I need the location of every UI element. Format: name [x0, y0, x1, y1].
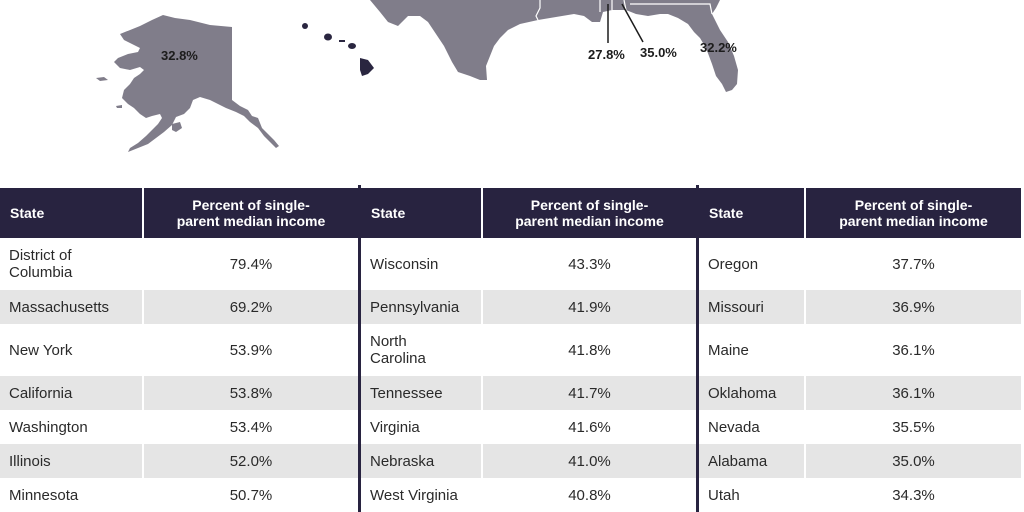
table-row: New York 53.9% [0, 324, 358, 376]
header-state: State [699, 188, 804, 238]
cell-state: West Virginia [361, 478, 481, 512]
table-row: Massachusetts 69.2% [0, 290, 358, 324]
cell-state: Maine [699, 324, 804, 376]
header-percent-line2: parent median income [515, 213, 664, 229]
header-percent-line2: parent median income [176, 213, 326, 229]
state-borders [535, 0, 713, 21]
leader-line [621, 3, 644, 43]
cell-percent: 35.5% [806, 410, 1021, 444]
cell-percent: 53.8% [144, 376, 358, 410]
cell-state: North Carolina [361, 324, 481, 376]
table-row: Maine 36.1% [699, 324, 1021, 376]
cell-state: Oklahoma [699, 376, 804, 410]
header-percent-line1: Percent of single- [530, 197, 649, 213]
cell-percent: 50.7% [144, 478, 358, 512]
cell-percent: 34.3% [806, 478, 1021, 512]
cell-state: Wisconsin [361, 238, 481, 290]
alaska-shape [114, 15, 279, 152]
cell-state: New York [0, 324, 142, 376]
cell-percent: 41.9% [483, 290, 696, 324]
cell-state: Massachusetts [0, 290, 142, 324]
table-row: West Virginia 40.8% [361, 478, 696, 512]
cell-state: Missouri [699, 290, 804, 324]
table-row: Wisconsin 43.3% [361, 238, 696, 290]
cell-percent: 40.8% [483, 478, 696, 512]
header-state: State [0, 188, 142, 238]
cell-percent: 41.0% [483, 444, 696, 478]
cell-percent: 79.4% [144, 238, 358, 290]
table-row: North Carolina 41.8% [361, 324, 696, 376]
cell-percent: 36.1% [806, 324, 1021, 376]
cell-percent: 53.4% [144, 410, 358, 444]
cell-state: Minnesota [0, 478, 142, 512]
table-row: Pennsylvania 41.9% [361, 290, 696, 324]
table-row: Nebraska 41.0% [361, 444, 696, 478]
header-percent: Percent of single-parent median income [806, 188, 1021, 238]
cell-state: California [0, 376, 142, 410]
cell-state: Utah [699, 478, 804, 512]
header-percent-line1: Percent of single- [192, 197, 310, 213]
table-row: Alabama 35.0% [699, 444, 1021, 478]
cell-state: Nevada [699, 410, 804, 444]
cell-percent: 43.3% [483, 238, 696, 290]
table-row: Illinois 52.0% [0, 444, 358, 478]
cell-percent: 35.0% [806, 444, 1021, 478]
table-row: Minnesota 50.7% [0, 478, 358, 512]
table-row: Tennessee 41.7% [361, 376, 696, 410]
alaska-island [116, 105, 122, 108]
table-row: Utah 34.3% [699, 478, 1021, 512]
map-shapes [96, 0, 738, 152]
table-row: Nevada 35.5% [699, 410, 1021, 444]
table-divider [358, 185, 361, 512]
cell-percent: 41.8% [483, 324, 696, 376]
cell-percent: 69.2% [144, 290, 358, 324]
cell-state: District of Columbia [0, 238, 142, 290]
header-percent: Percent of single-parent median income [144, 188, 358, 238]
header-percent-line2: parent median income [839, 213, 988, 229]
us-map: 32.8% 27.8% 35.0% 32.2% [0, 0, 1024, 180]
cell-percent: 41.7% [483, 376, 696, 410]
cell-percent: 41.6% [483, 410, 696, 444]
cell-state: Illinois [0, 444, 142, 478]
cell-state: Washington [0, 410, 142, 444]
table-row: Virginia 41.6% [361, 410, 696, 444]
header-percent-line1: Percent of single- [854, 197, 973, 213]
map-label-florida: 32.2% [700, 40, 737, 55]
map-label-alaska: 32.8% [161, 48, 198, 63]
alaska-island [172, 122, 182, 132]
southern-states-shape [370, 0, 738, 92]
header-state: State [361, 188, 481, 238]
alaska-island [96, 77, 108, 81]
map-label-mississippi: 27.8% [588, 47, 625, 62]
table-row: District of Columbia 79.4% [0, 238, 358, 290]
cell-state: Oregon [699, 238, 804, 290]
table-row: Washington 53.4% [0, 410, 358, 444]
table-row: California 53.8% [0, 376, 358, 410]
map-label-alabama: 35.0% [640, 45, 677, 60]
cell-percent: 52.0% [144, 444, 358, 478]
cell-state: Nebraska [361, 444, 481, 478]
cell-state: Alabama [699, 444, 804, 478]
cell-percent: 53.9% [144, 324, 358, 376]
table-row: Oklahoma 36.1% [699, 376, 1021, 410]
table-divider [696, 185, 699, 512]
hawaii-shape [302, 23, 374, 76]
cell-state: Virginia [361, 410, 481, 444]
cell-percent: 37.7% [806, 238, 1021, 290]
cell-percent: 36.1% [806, 376, 1021, 410]
cell-percent: 36.9% [806, 290, 1021, 324]
cell-state: Pennsylvania [361, 290, 481, 324]
header-percent: Percent of single-parent median income [483, 188, 696, 238]
table-row: Oregon 37.7% [699, 238, 1021, 290]
cell-state: Tennessee [361, 376, 481, 410]
table-row: Missouri 36.9% [699, 290, 1021, 324]
